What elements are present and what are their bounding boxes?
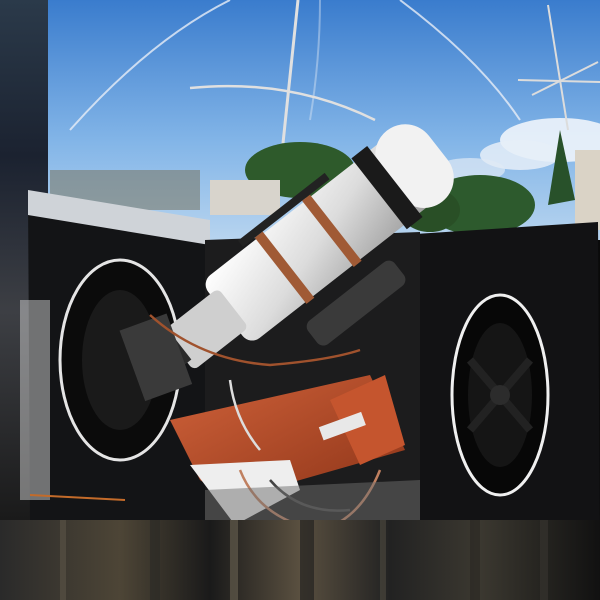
right-wheel xyxy=(452,295,548,495)
building-small xyxy=(210,180,280,215)
building xyxy=(575,150,600,230)
